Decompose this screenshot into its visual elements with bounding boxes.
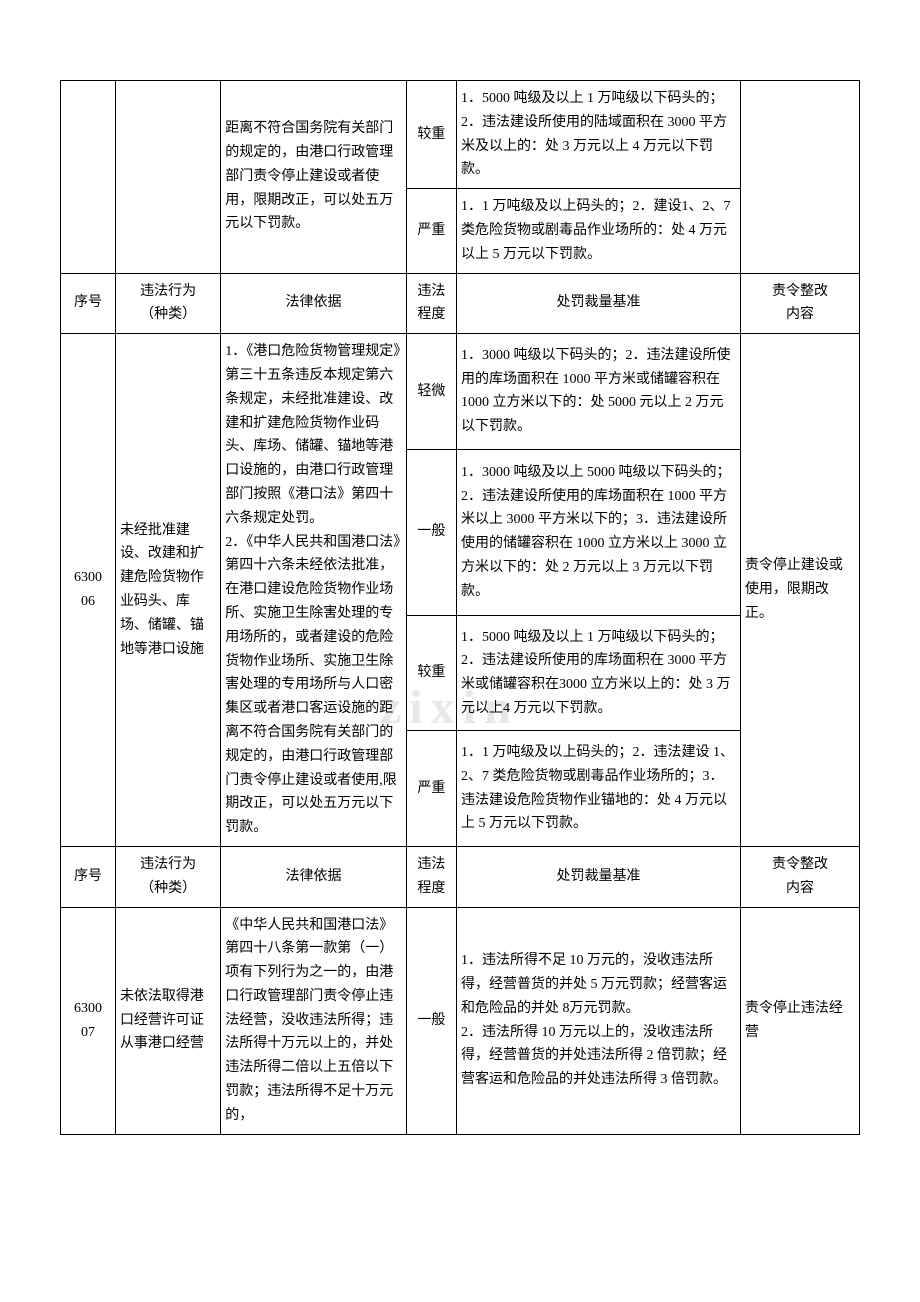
cell-id-empty (61, 81, 116, 274)
header-type: 违法行为（种类） (115, 846, 220, 907)
cell-level: 较重 (406, 81, 456, 189)
table-header-row: 序号 违法行为（种类） 法律依据 违法程度 处罚裁量基准 责令整改内容 (61, 273, 860, 334)
cell-standard: 1．5000 吨级及以上 1 万吨级以下码头的；2．违法建设所使用的陆域面积在 … (457, 81, 741, 189)
cell-rectify: 责令停止违法经营 (740, 907, 859, 1134)
cell-level: 较重 (406, 615, 456, 730)
table-row: 距离不符合国务院有关部门的规定的，由港口行政管理部门责令停止建设或者使用，限期改… (61, 81, 860, 189)
cell-rectify: 责令停止建设或使用，限期改正。 (740, 334, 859, 847)
cell-basis: 《中华人民共和国港口法》第四十八条第一款第（一）项有下列行为之一的，由港口行政管… (221, 907, 406, 1134)
header-type: 违法行为（种类） (115, 273, 220, 334)
cell-type: 未依法取得港口经营许可证从事港口经营 (115, 907, 220, 1134)
cell-standard: 1．违法所得不足 10 万元的，没收违法所得，经营普货的并处 5 万元罚款；经营… (457, 907, 741, 1134)
header-rectify: 责令整改内容 (740, 273, 859, 334)
cell-standard: 1．5000 吨级及以上 1 万吨级以下码头的；2．违法建设所使用的库场面积在 … (457, 615, 741, 730)
header-standard: 处罚裁量基准 (457, 846, 741, 907)
cell-level: 严重 (406, 189, 456, 273)
cell-basis: 距离不符合国务院有关部门的规定的，由港口行政管理部门责令停止建设或者使用，限期改… (221, 81, 406, 274)
cell-level: 一般 (406, 907, 456, 1134)
table-header-row: 序号 违法行为（种类） 法律依据 违法程度 处罚裁量基准 责令整改内容 (61, 846, 860, 907)
table-row: 630006 未经批准建设、改建和扩建危险货物作业码头、库场、储罐、锚地等港口设… (61, 334, 860, 449)
cell-level: 轻微 (406, 334, 456, 449)
header-level: 违法程度 (406, 846, 456, 907)
cell-type: 未经批准建设、改建和扩建危险货物作业码头、库场、储罐、锚地等港口设施 (115, 334, 220, 847)
cell-basis: 1．《港口危险货物管理规定》第三十五条违反本规定第六条规定，未经批准建设、改建和… (221, 334, 406, 847)
cell-level: 一般 (406, 449, 456, 615)
cell-id: 630006 (61, 334, 116, 847)
cell-standard: 1．1 万吨级及以上码头的；2．违法建设 1、2、7 类危险货物或剧毒品作业场所… (457, 731, 741, 847)
header-basis: 法律依据 (221, 846, 406, 907)
cell-level: 严重 (406, 731, 456, 847)
header-standard: 处罚裁量基准 (457, 273, 741, 334)
header-basis: 法律依据 (221, 273, 406, 334)
cell-standard: 1．1 万吨级及以上码头的；2．建设1、2、7 类危险货物或剧毒品作业场所的：处… (457, 189, 741, 273)
header-id: 序号 (61, 846, 116, 907)
header-id: 序号 (61, 273, 116, 334)
cell-rectify-empty (740, 81, 859, 274)
cell-standard: 1．3000 吨级及以上 5000 吨级以下码头的；2．违法建设所使用的库场面积… (457, 449, 741, 615)
header-level: 违法程度 (406, 273, 456, 334)
cell-type-empty (115, 81, 220, 274)
header-rectify: 责令整改内容 (740, 846, 859, 907)
table-row: 630007 未依法取得港口经营许可证从事港口经营 《中华人民共和国港口法》第四… (61, 907, 860, 1134)
cell-standard: 1．3000 吨级以下码头的；2．违法建设所使用的库场面积在 1000 平方米或… (457, 334, 741, 449)
cell-id: 630007 (61, 907, 116, 1134)
regulation-table: 距离不符合国务院有关部门的规定的，由港口行政管理部门责令停止建设或者使用，限期改… (60, 80, 860, 1135)
